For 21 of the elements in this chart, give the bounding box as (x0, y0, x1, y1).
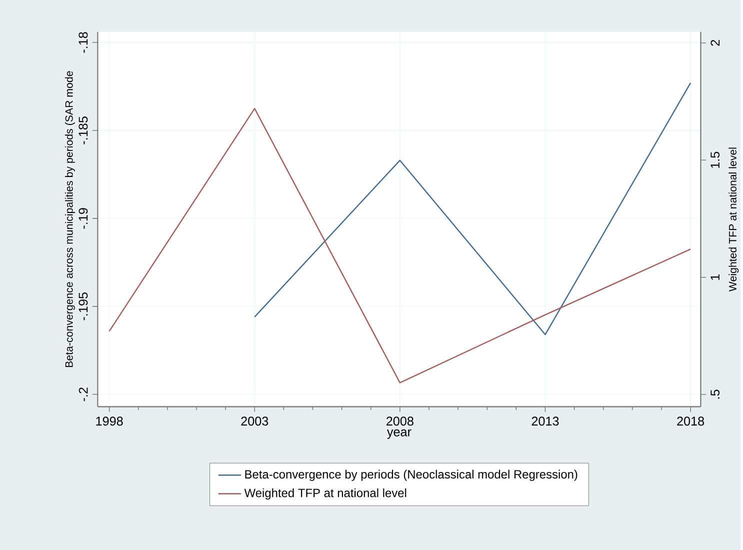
line-series (254, 82, 692, 336)
legend-label: Beta-convergence by periods (Neoclassical model Regression) (245, 470, 578, 481)
y-tick-label: -.185 (78, 116, 88, 144)
y-axis-title: Beta-convergence across municipalities by periods (SAR mode (65, 71, 75, 367)
x-axis-title: year (386, 429, 412, 439)
x-tick-label: 2018 (677, 416, 704, 426)
y2-axis-title: Weighted TFP at national level (728, 148, 739, 292)
y2-tick-label: 1.5 (710, 152, 720, 168)
x-tick-label: 2013 (532, 416, 559, 426)
legend-label: Weighted TFP at national level (244, 488, 406, 500)
y2-tick-label: .5 (710, 390, 720, 398)
line-series (108, 108, 692, 384)
y-tick-label: -.195 (78, 292, 88, 320)
y-tick-label: -.2 (78, 388, 88, 402)
x-tick-label: 1998 (96, 416, 123, 426)
x-tick-label: 2003 (241, 416, 268, 426)
y2-tick-label: 2 (710, 40, 720, 46)
y-tick-label: -.18 (78, 32, 88, 53)
y2-tick-label: 1 (710, 274, 720, 280)
y-tick-label: -.19 (78, 208, 88, 229)
x-tick-label: 2008 (386, 416, 414, 426)
